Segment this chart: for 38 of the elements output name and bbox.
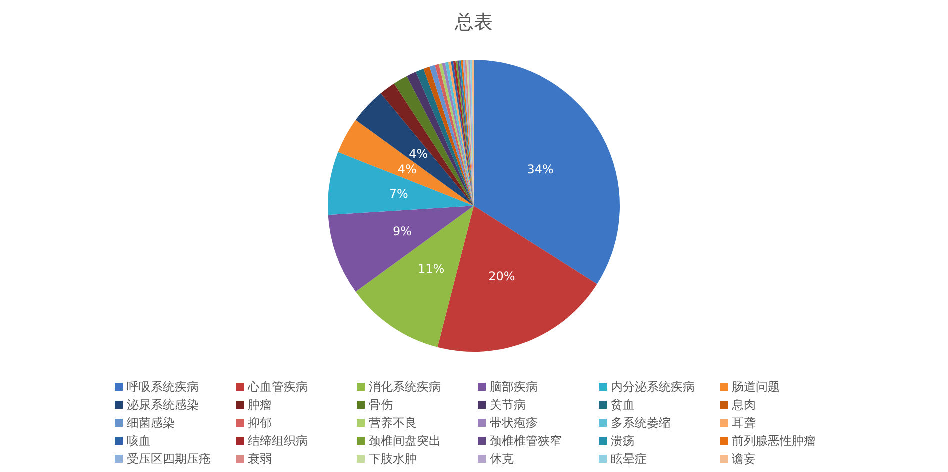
- legend-label: 心血管疾病: [247, 380, 308, 394]
- chart-title: 总表: [454, 12, 493, 34]
- legend-label: 咳血: [127, 434, 151, 448]
- data-label: 9%: [392, 224, 412, 239]
- legend-label: 营养不良: [369, 416, 417, 430]
- legend-label: 细菌感染: [127, 416, 175, 430]
- legend-label: 呼吸系统疾病: [127, 380, 199, 394]
- data-label: 34%: [527, 162, 554, 176]
- legend-label: 下肢水肿: [369, 452, 417, 466]
- legend-label: 带状疱疹: [490, 416, 538, 430]
- legend-label: 肠道问题: [732, 380, 780, 394]
- legend-label: 颈椎间盘突出: [369, 434, 441, 448]
- legend-label: 休克: [490, 452, 514, 466]
- data-label: 11%: [418, 262, 445, 276]
- legend-label: 前列腺恶性肿瘤: [732, 434, 816, 448]
- legend-label: 多系统萎缩: [611, 416, 671, 430]
- data-label: 4%: [398, 162, 417, 176]
- legend-label: 泌尿系统感染: [127, 398, 199, 412]
- legend-label: 眩晕症: [611, 452, 647, 466]
- legend-label: 耳聋: [732, 416, 756, 430]
- legend-label: 溃疡: [611, 434, 635, 448]
- data-label: 7%: [389, 187, 408, 202]
- legend-label: 谵妄: [732, 452, 756, 466]
- legend-label: 肿瘤: [248, 398, 272, 412]
- legend-label: 内分泌系统疾病: [611, 380, 695, 394]
- legend-label: 关节病: [490, 398, 526, 412]
- data-label: 4%: [409, 146, 428, 161]
- legend-label: 消化系统疾病: [369, 380, 441, 394]
- legend-label: 颈椎椎管狭窄: [490, 434, 562, 448]
- legend-label: 抑郁: [248, 416, 272, 430]
- legend-label: 脑部疾病: [490, 380, 538, 394]
- legend-label: 骨伤: [369, 398, 393, 412]
- legend-label: 受压区四期压疮: [127, 452, 211, 466]
- legend-label: 衰弱: [248, 452, 272, 466]
- legend-label: 息肉: [731, 398, 756, 412]
- data-label: 20%: [488, 270, 516, 284]
- legend-label: 贫血: [611, 398, 635, 412]
- legend-label: 结缔组织病: [248, 434, 308, 448]
